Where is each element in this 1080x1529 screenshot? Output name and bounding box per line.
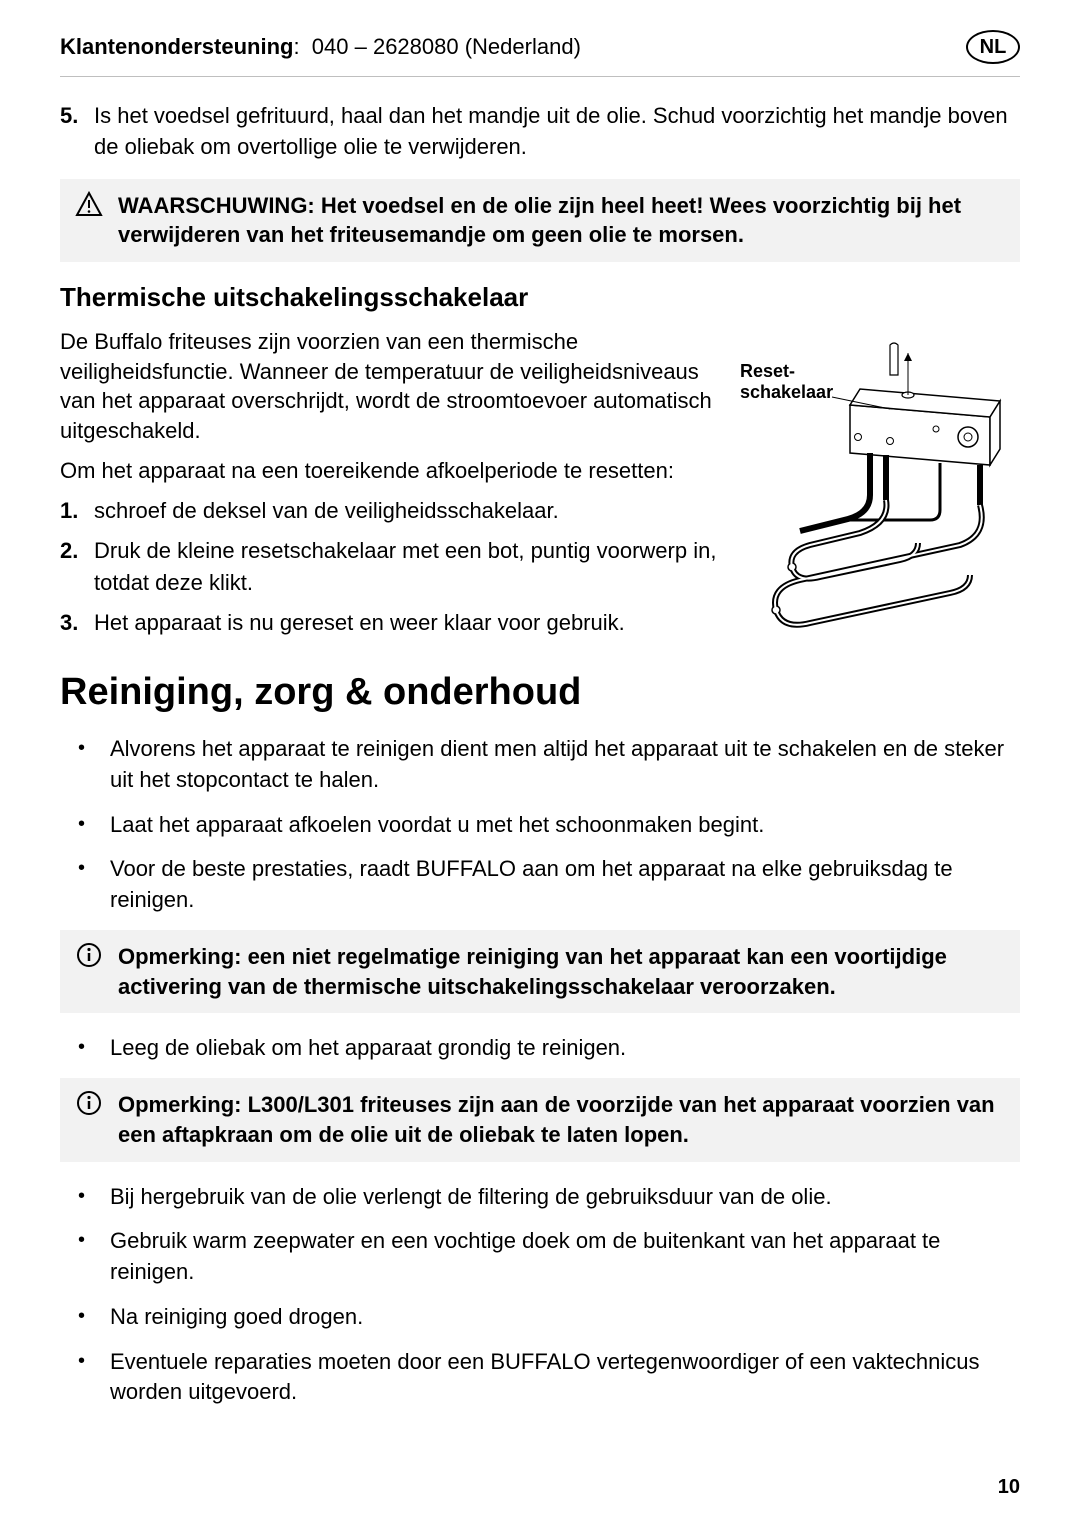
thermal-heading: Thermische uitschakelingsschakelaar xyxy=(60,282,1020,313)
step-5-text: Is het voedsel gefrituurd, haal dan het … xyxy=(94,101,1020,163)
language-badge: NL xyxy=(966,30,1020,64)
cleaning-bullet-3-1: Bij hergebruik van de olie verlengt de f… xyxy=(60,1182,1020,1213)
cleaning-bullet-2-1: Leeg de oliebak om het apparaat grondig … xyxy=(60,1033,1020,1064)
reset-figure-label-2: schakelaar xyxy=(740,382,833,402)
reset-figure-label-1: Reset- xyxy=(740,361,795,381)
reset-step-1: 1. schroef de deksel van de veiligheidss… xyxy=(60,495,720,527)
support-label: Klantenondersteuning xyxy=(60,34,293,59)
note-2-callout: Opmerking: L300/L301 friteuses zijn aan … xyxy=(60,1078,1020,1161)
cleaning-heading: Reiniging, zorg & onderhoud xyxy=(60,671,1020,714)
reset-step-3-text: Het apparaat is nu gereset en weer klaar… xyxy=(94,607,625,639)
reset-figure-label: Reset- schakelaar xyxy=(740,361,833,402)
warning-text: WAARSCHUWING: Het voedsel en de olie zij… xyxy=(118,191,1006,250)
support-value: 040 – 2628080 (Nederland) xyxy=(312,34,581,59)
reset-step-3-num: 3. xyxy=(60,607,84,639)
step-5-item: 5. Is het voedsel gefrituurd, haal dan h… xyxy=(60,101,1020,163)
note-2-text: Opmerking: L300/L301 friteuses zijn aan … xyxy=(118,1090,1006,1149)
thermal-para-1: De Buffalo friteuses zijn voorzien van e… xyxy=(60,327,720,446)
thermal-section: De Buffalo friteuses zijn voorzien van e… xyxy=(60,327,1020,659)
reset-steps-list: 1. schroef de deksel van de veiligheidss… xyxy=(60,495,720,639)
thermal-para-2: Om het apparaat na een toereikende afkoe… xyxy=(60,456,720,486)
cleaning-bullets-2: Leeg de oliebak om het apparaat grondig … xyxy=(60,1033,1020,1064)
reset-figure: Reset- schakelaar xyxy=(740,327,1020,659)
cleaning-bullet-3-3: Na reiniging goed drogen. xyxy=(60,1302,1020,1333)
thermal-text-column: De Buffalo friteuses zijn voorzien van e… xyxy=(60,327,720,659)
step-5-list: 5. Is het voedsel gefrituurd, haal dan h… xyxy=(60,101,1020,163)
step-5-number: 5. xyxy=(60,101,84,163)
reset-step-3: 3. Het apparaat is nu gereset en weer kl… xyxy=(60,607,720,639)
warning-callout: WAARSCHUWING: Het voedsel en de olie zij… xyxy=(60,179,1020,262)
info-icon xyxy=(74,1090,104,1149)
reset-step-1-text: schroef de deksel van de veiligheidsscha… xyxy=(94,495,559,527)
page-header: Klantenondersteuning: 040 – 2628080 (Ned… xyxy=(60,30,1020,77)
cleaning-bullet-1-2: Laat het apparaat afkoelen voordat u met… xyxy=(60,810,1020,841)
support-text: Klantenondersteuning: 040 – 2628080 (Ned… xyxy=(60,34,581,60)
cleaning-bullets-1: Alvorens het apparaat te reinigen dient … xyxy=(60,734,1020,916)
cleaning-bullet-3-2: Gebruik warm zeepwater en een vochtige d… xyxy=(60,1226,1020,1288)
note-1-callout: Opmerking: een niet regelmatige reinigin… xyxy=(60,930,1020,1013)
reset-step-2: 2. Druk de kleine resetschakelaar met ee… xyxy=(60,535,720,599)
reset-step-2-num: 2. xyxy=(60,535,84,599)
reset-step-1-num: 1. xyxy=(60,495,84,527)
note-1-text: Opmerking: een niet regelmatige reinigin… xyxy=(118,942,1006,1001)
cleaning-bullet-1-3: Voor de beste prestaties, raadt BUFFALO … xyxy=(60,854,1020,916)
cleaning-bullet-1-1: Alvorens het apparaat te reinigen dient … xyxy=(60,734,1020,796)
warning-icon xyxy=(74,191,104,250)
cleaning-bullets-3: Bij hergebruik van de olie verlengt de f… xyxy=(60,1182,1020,1409)
cleaning-bullet-3-4: Eventuele reparaties moeten door een BUF… xyxy=(60,1347,1020,1409)
info-icon xyxy=(74,942,104,1001)
reset-step-2-text: Druk de kleine resetschakelaar met een b… xyxy=(94,535,720,599)
page-number: 10 xyxy=(998,1476,1020,1499)
